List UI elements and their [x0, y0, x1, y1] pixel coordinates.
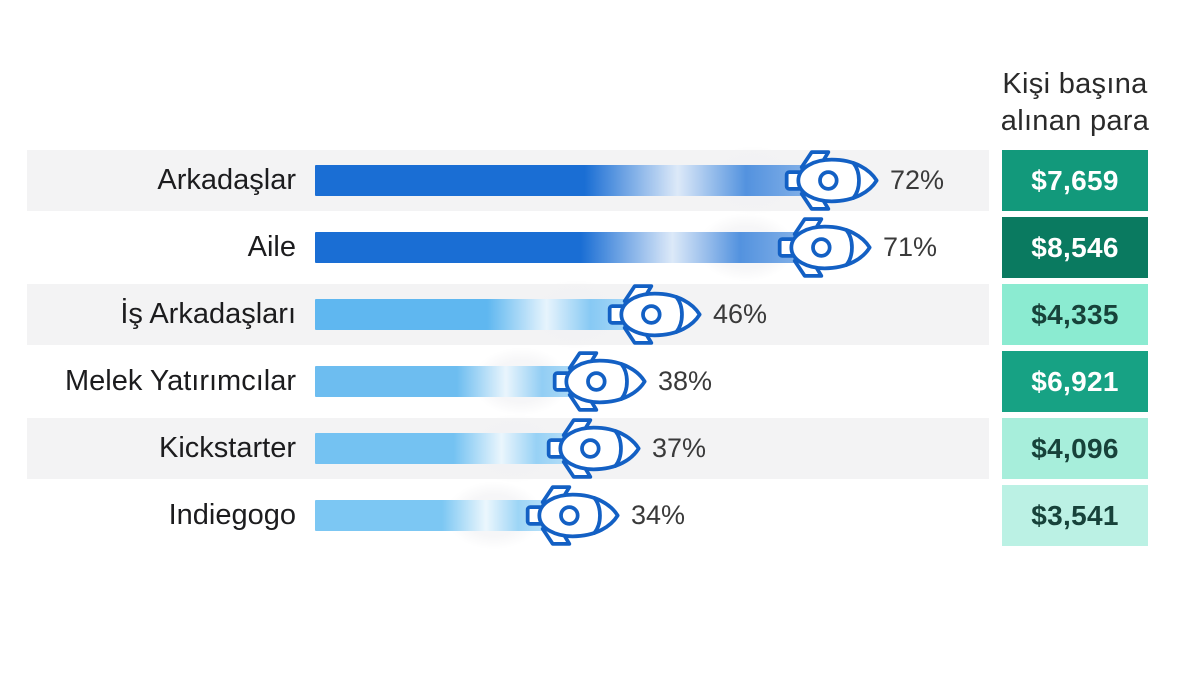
money-column-header: Kişi başına alınan para [965, 66, 1185, 140]
percent-label: 38% [658, 366, 713, 396]
row-label: Aile [247, 231, 296, 263]
chart-row: Arkadaşlar 72% $7,659 [0, 147, 1200, 214]
money-badge: $7,659 [1002, 150, 1148, 211]
row-label: İş Arkadaşları [120, 298, 296, 330]
percent-label: 71% [883, 232, 938, 262]
rocket-icon [552, 351, 647, 412]
row-label: Melek Yatırımcılar [65, 365, 296, 397]
chart-row: Kickstarter 37% $4,096 [0, 415, 1200, 482]
row-label: Kickstarter [159, 432, 296, 464]
bar [315, 500, 546, 531]
percent-label: 72% [890, 165, 945, 195]
rocket-icon [607, 284, 702, 345]
money-badge: $8,546 [1002, 217, 1148, 278]
bar [315, 165, 805, 196]
chart-row: İş Arkadaşları 46% $4,335 [0, 281, 1200, 348]
money-badge: $4,096 [1002, 418, 1148, 479]
chart-row: Aile 71% $8,546 [0, 214, 1200, 281]
chart-row: Indiegogo 34% $3,541 [0, 482, 1200, 549]
money-badge: $3,541 [1002, 485, 1148, 546]
money-column-header-line1: Kişi başına [1002, 68, 1148, 100]
row-label: Arkadaşlar [157, 164, 296, 196]
money-column-header-line2: alınan para [1000, 105, 1150, 137]
bar [315, 299, 628, 330]
money-badge: $6,921 [1002, 351, 1148, 412]
percent-label: 37% [652, 433, 707, 463]
rocket-icon [546, 418, 641, 479]
rocket-icon [784, 150, 879, 211]
chart-row: Melek Yatırımcılar 38% $6,921 [0, 348, 1200, 415]
percent-label: 46% [713, 299, 768, 329]
percent-label: 34% [631, 500, 686, 530]
bar [315, 366, 573, 397]
chart-rows: Arkadaşlar 72% $7,659 Aile [0, 147, 1200, 549]
bar [315, 232, 798, 263]
rocket-icon [777, 217, 872, 278]
money-badge: $4,335 [1002, 284, 1148, 345]
row-label: Indiegogo [168, 499, 296, 531]
bar [315, 433, 567, 464]
rocket-icon [525, 485, 620, 546]
